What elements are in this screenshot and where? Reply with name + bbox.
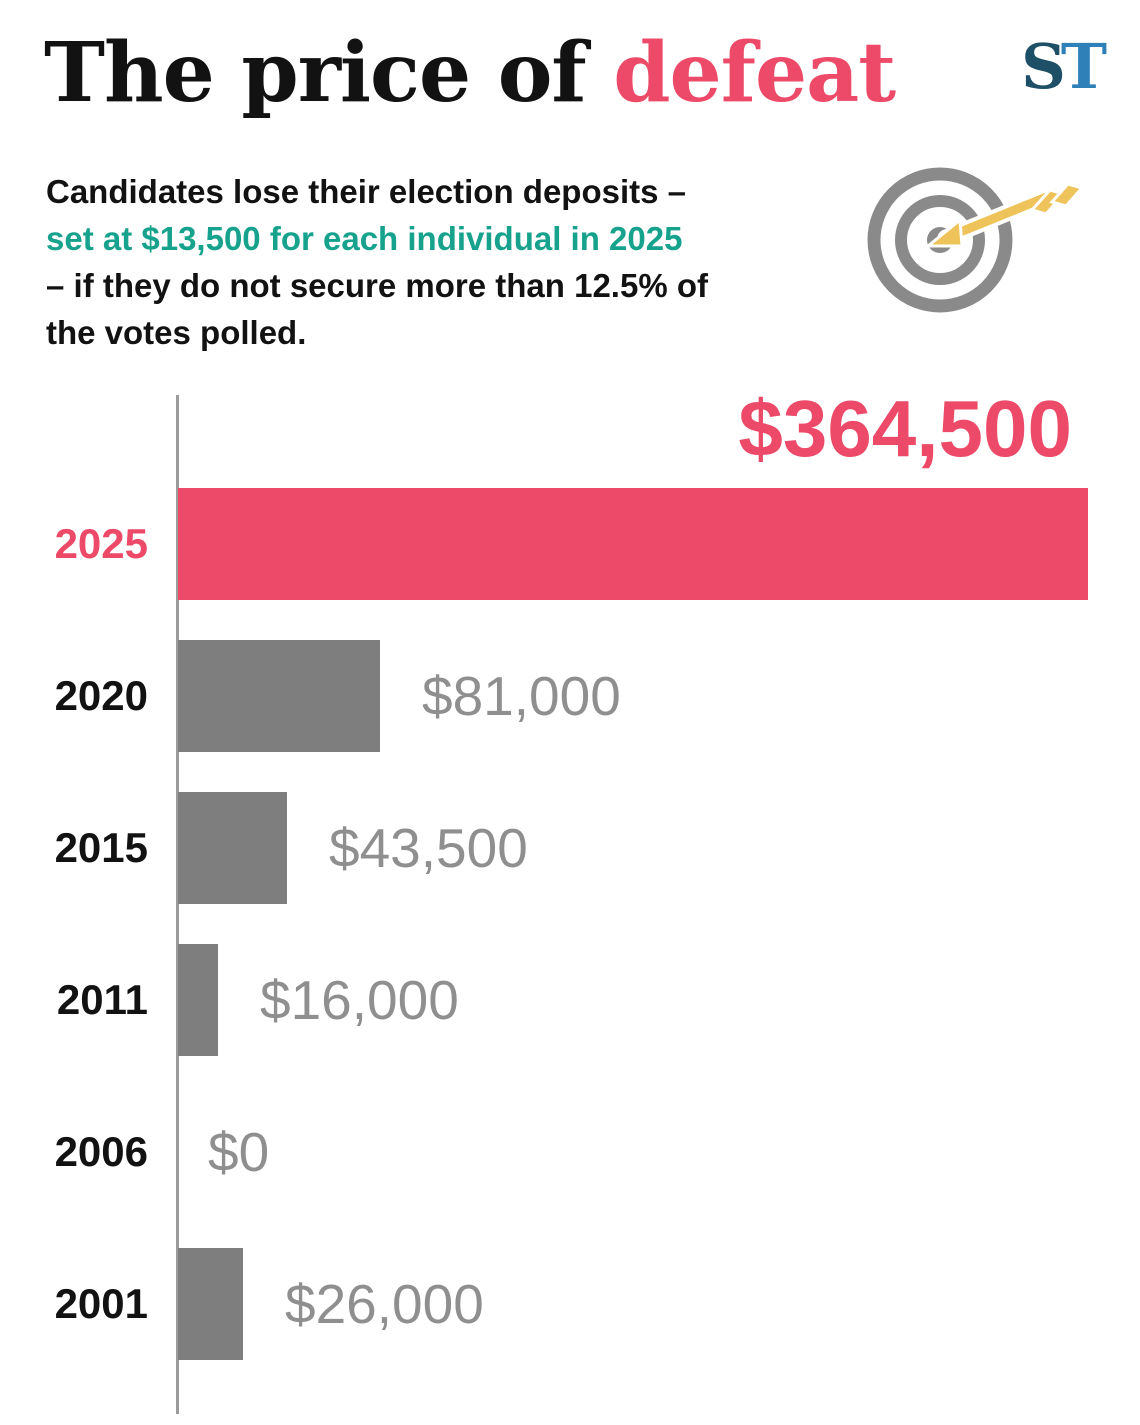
year-label-2020: 2020 [54,672,148,719]
dart-fletch-2 [1049,182,1085,208]
value-label-2025: $364,500 [738,384,1072,473]
value-label-2001: $26,000 [285,1273,484,1335]
st-logo-t: T [1060,30,1107,103]
bar-2020 [178,640,380,752]
header: The price of defeat ST Candidates lose t… [0,0,1140,395]
bar-chart: 2025 $364,500 2020 $81,000 2015 $43,500 2011 $1… [0,384,1140,1425]
st-logo-s: S [1021,30,1066,103]
bar-2025 [178,488,1088,600]
intro-text: Candidates lose their election deposits … [46,168,856,356]
year-label-2001: 2001 [54,1280,148,1327]
bar-2015 [178,792,287,904]
year-label-2025: 2025 [54,520,148,567]
value-label-2020: $81,000 [422,665,621,727]
y-axis-line [176,395,179,1414]
intro-line-3: – if they do not secure more than 12.5% … [46,267,708,304]
intro-highlight: set at $13,500 for each individual in 20… [46,220,683,257]
year-label-2006: 2006 [54,1128,148,1175]
st-logo: ST [1021,36,1107,98]
intro-line-1: Candidates lose their election deposits … [46,173,687,210]
value-label-2015: $43,500 [329,817,528,879]
value-label-2006: $0 [208,1121,270,1183]
target-dart-icon [862,158,1098,338]
intro-line-4: the votes polled. [46,314,307,351]
title-accent: defeat [613,25,896,121]
year-label-2015: 2015 [54,824,148,871]
dart-head [923,217,964,248]
target-middle-ring [895,195,985,285]
page-title: The price of defeat [44,30,896,116]
target-outer-ring [867,167,1013,313]
title-text: The price of [44,25,614,121]
year-label-2011: 2011 [56,976,148,1023]
value-label-2011: $16,000 [260,969,459,1031]
bar-2011 [178,944,218,1056]
bar-2001 [178,1248,243,1360]
